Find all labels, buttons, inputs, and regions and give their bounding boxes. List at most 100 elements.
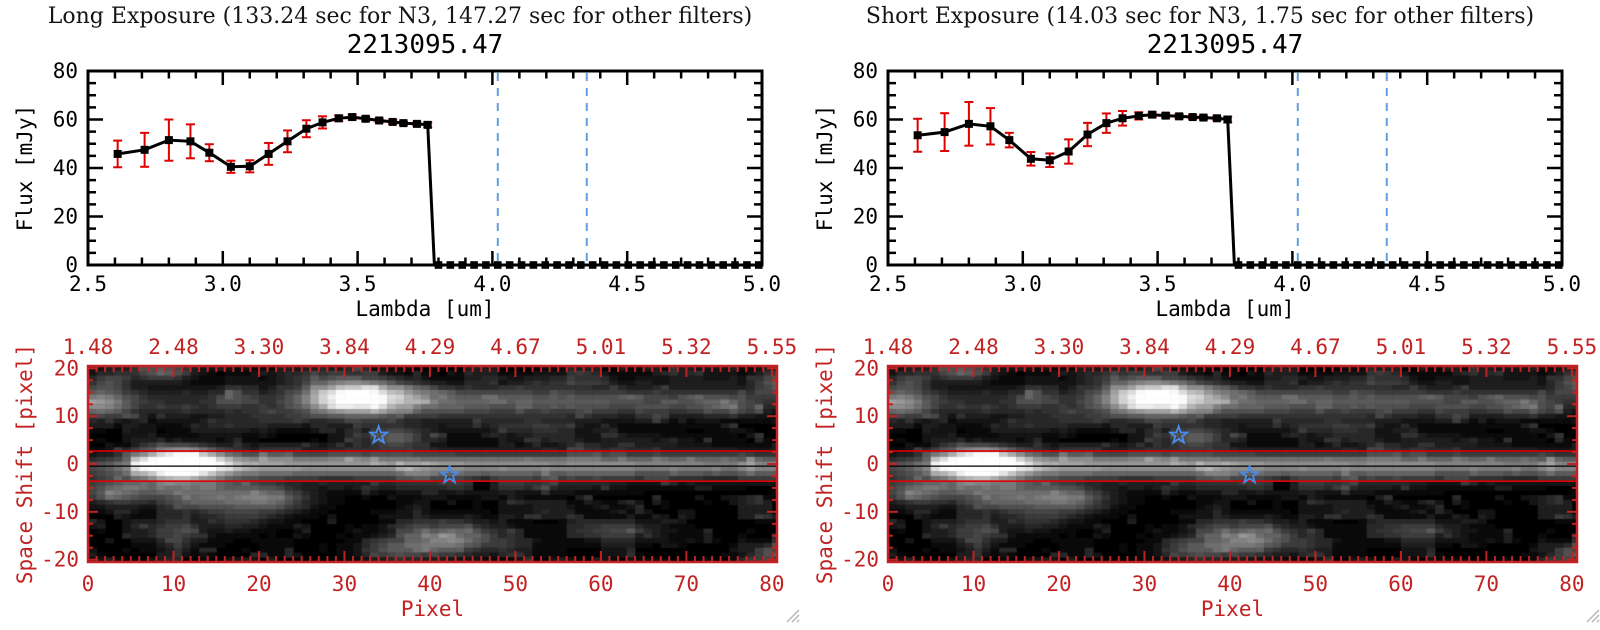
spectrum-x-tick-label: 2.5 bbox=[869, 272, 907, 296]
spectrum-x-tick-label: 5.0 bbox=[743, 272, 781, 296]
image-y-tick-label: 10 bbox=[54, 404, 79, 428]
spectrum-x-tick-label: 3.5 bbox=[339, 272, 377, 296]
flux-spectrum-line bbox=[117, 115, 762, 267]
image-top-wavelength-label: 5.01 bbox=[1376, 335, 1427, 359]
flux-data-point bbox=[423, 120, 432, 129]
plot-overlay: 2.5 3.0 3.5 4.0 4.5 5.0 0 20 40 60 80 0 1.48 10 2.48 20… bbox=[841, 59, 1597, 596]
image-x-tick-label: 0 bbox=[82, 572, 95, 596]
image-x-tick-label: 30 bbox=[332, 572, 357, 596]
flux-data-point bbox=[361, 114, 370, 123]
flux-spectrum-line bbox=[917, 113, 1562, 267]
star-marker bbox=[367, 423, 390, 445]
spectrum-x-tick-label: 2.5 bbox=[69, 272, 107, 296]
spectrum-y-tick-label: 60 bbox=[53, 108, 78, 132]
image-top-wavelength-label: 4.67 bbox=[490, 335, 541, 359]
spectrum-x-tick-label: 3.5 bbox=[1139, 272, 1177, 296]
spectrum-y-tick-label: 80 bbox=[53, 59, 78, 83]
window-short-exposure: Short Exposure (14.03 sec for N3, 1.75 s… bbox=[800, 0, 1600, 630]
resize-grip-icon bbox=[786, 609, 800, 623]
resize-grip-icon bbox=[1586, 609, 1600, 623]
flux-data-point bbox=[245, 162, 254, 171]
image-x-tick-label: 40 bbox=[1217, 572, 1242, 596]
spectrum-x-tick-label: 5.0 bbox=[1543, 272, 1581, 296]
image-top-wavelength-label: 1.48 bbox=[63, 335, 114, 359]
spectrum-x-tick-label: 4.5 bbox=[608, 272, 646, 296]
star-marker bbox=[438, 463, 461, 485]
spectral-image-canvas bbox=[888, 366, 1577, 562]
flux-data-point bbox=[164, 136, 173, 145]
spectrum-axis-box bbox=[886, 69, 1564, 267]
flux-data-point bbox=[1102, 119, 1111, 128]
flux-data-points bbox=[913, 110, 1563, 269]
image-x-tick-label: 30 bbox=[1132, 572, 1157, 596]
pixel-axis-label: Pixel bbox=[1200, 597, 1265, 621]
flux-data-point bbox=[318, 118, 327, 127]
spectrum-y-tick-label: 0 bbox=[65, 253, 78, 277]
image-x-tick-label: 10 bbox=[161, 572, 186, 596]
image-top-wavelength-label: 5.55 bbox=[747, 335, 798, 359]
image-axis-box bbox=[86, 364, 779, 564]
spectrum-y-tick-label: 60 bbox=[853, 108, 878, 132]
image-top-wavelength-label: 1.48 bbox=[863, 335, 914, 359]
window-resize-grip[interactable] bbox=[1584, 607, 1600, 623]
image-top-wavelength-label: 3.30 bbox=[1034, 335, 1085, 359]
image-x-tick-label: 20 bbox=[246, 572, 271, 596]
flux-data-point bbox=[1148, 110, 1157, 119]
flux-data-point bbox=[375, 116, 384, 125]
flux-data-point bbox=[1045, 156, 1054, 165]
spectrum-axis-box bbox=[86, 69, 764, 267]
image-x-tick-label: 40 bbox=[417, 572, 442, 596]
flux-data-point bbox=[388, 117, 397, 126]
flux-data-point bbox=[1118, 114, 1127, 123]
error-bars bbox=[113, 113, 763, 265]
spectrum-y-tick-label: 40 bbox=[853, 156, 878, 180]
image-top-wavelength-label: 3.84 bbox=[1119, 335, 1170, 359]
spectral-image-canvas bbox=[88, 366, 777, 562]
flux-data-point bbox=[205, 148, 214, 157]
image-x-tick-label: 70 bbox=[674, 572, 699, 596]
spectrum-x-tick-label: 3.0 bbox=[1004, 272, 1042, 296]
plot-overlay: 2.5 3.0 3.5 4.0 4.5 5.0 0 20 40 60 80 0 1.48 10 2.48 20… bbox=[41, 59, 798, 596]
image-axis-box bbox=[886, 364, 1579, 564]
spectrum-title: 2213095.47 bbox=[346, 30, 504, 60]
flux-data-point bbox=[1199, 113, 1208, 122]
image-top-wavelength-label: 5.01 bbox=[576, 335, 627, 359]
image-x-tick-label: 80 bbox=[759, 572, 784, 596]
flux-data-point bbox=[1005, 136, 1014, 145]
flux-data-point bbox=[913, 131, 922, 140]
image-x-tick-label: 50 bbox=[1303, 572, 1328, 596]
lambda-axis-label: Lambda [um] bbox=[1155, 297, 1295, 321]
window-resize-grip[interactable] bbox=[784, 607, 800, 623]
image-y-tick-label: -20 bbox=[841, 548, 879, 572]
spectrum-y-tick-label: 80 bbox=[853, 59, 878, 83]
flux-data-point bbox=[940, 128, 949, 137]
flux-data-point bbox=[1175, 112, 1184, 121]
spectrum-y-tick-label: 0 bbox=[865, 253, 878, 277]
exposure-title: Long Exposure (133.24 sec for N3, 147.27… bbox=[47, 4, 753, 29]
flux-data-point bbox=[140, 145, 149, 154]
image-y-tick-label: 20 bbox=[854, 356, 879, 380]
image-top-wavelength-label: 3.84 bbox=[319, 335, 370, 359]
error-bars bbox=[913, 101, 1563, 265]
spectrum-y-tick-label: 40 bbox=[53, 156, 78, 180]
spectrum-x-tick-label: 4.0 bbox=[473, 272, 511, 296]
exposure-title: Short Exposure (14.03 sec for N3, 1.75 s… bbox=[865, 4, 1535, 29]
spectrum-x-tick-label: 4.5 bbox=[1408, 272, 1446, 296]
spectrum-x-tick-label: 4.0 bbox=[1273, 272, 1311, 296]
image-top-wavelength-label: 4.67 bbox=[1290, 335, 1341, 359]
flux-data-point bbox=[186, 137, 195, 146]
flux-data-point bbox=[964, 119, 973, 128]
image-x-tick-label: 80 bbox=[1559, 572, 1584, 596]
image-top-wavelength-label: 4.29 bbox=[405, 335, 456, 359]
image-x-tick-label: 20 bbox=[1046, 572, 1071, 596]
image-x-tick-label: 10 bbox=[961, 572, 986, 596]
flux-data-point bbox=[1161, 111, 1170, 120]
image-x-tick-label: 50 bbox=[503, 572, 528, 596]
image-y-tick-label: 10 bbox=[854, 404, 879, 428]
image-x-tick-label: 70 bbox=[1474, 572, 1499, 596]
star-marker bbox=[1167, 423, 1190, 445]
image-y-tick-label: 0 bbox=[866, 452, 879, 476]
pixel-axis-label: Pixel bbox=[400, 597, 465, 621]
flux-data-point bbox=[264, 149, 273, 158]
